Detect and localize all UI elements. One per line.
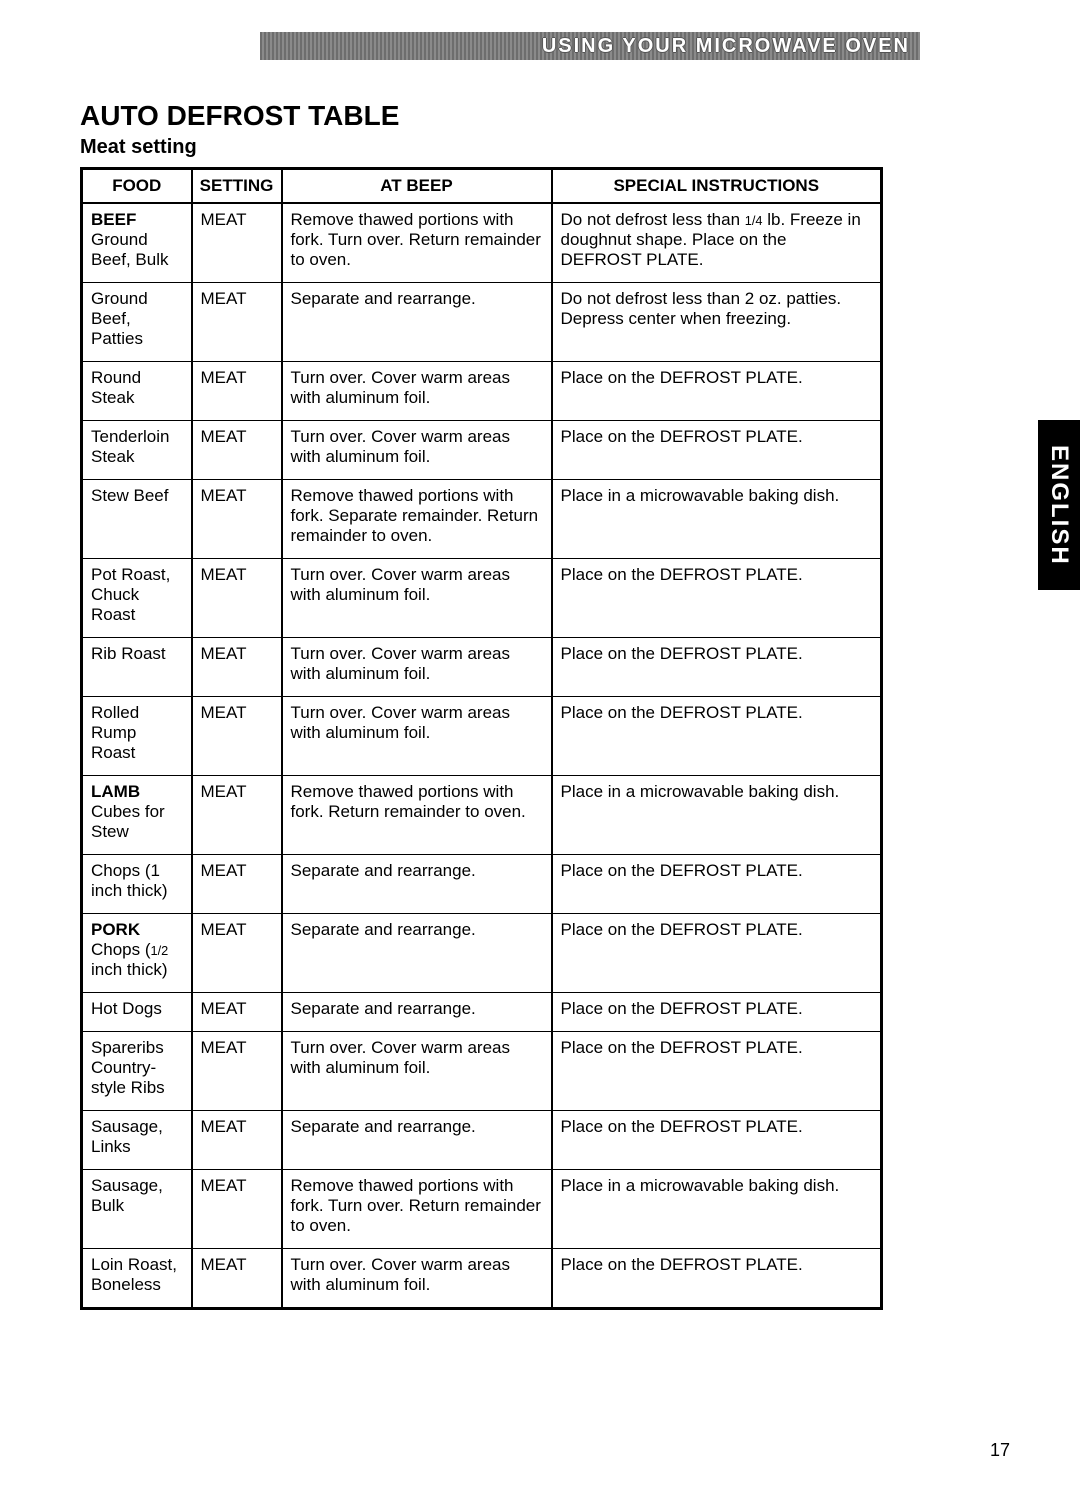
table-row: Rib RoastMEATTurn over. Cover warm areas… bbox=[82, 638, 882, 697]
cell-setting: MEAT bbox=[192, 1249, 282, 1309]
table-row: Hot DogsMEATSeparate and rearrange.Place… bbox=[82, 993, 882, 1032]
cell-food: Spareribs Country-style Ribs bbox=[82, 1032, 192, 1111]
cell-food: PORKChops (1/2 inch thick) bbox=[82, 914, 192, 993]
table-row: Pot Roast, Chuck RoastMEATTurn over. Cov… bbox=[82, 559, 882, 638]
cell-setting: MEAT bbox=[192, 203, 282, 283]
page: USING YOUR MICROWAVE OVEN ENGLISH AUTO D… bbox=[0, 0, 1080, 1489]
cell-setting: MEAT bbox=[192, 993, 282, 1032]
cell-food: Ground Beef, Patties bbox=[82, 283, 192, 362]
cell-instructions: Place in a microwavable baking dish. bbox=[552, 1170, 882, 1249]
cell-at-beep: Separate and rearrange. bbox=[282, 914, 552, 993]
cell-setting: MEAT bbox=[192, 776, 282, 855]
table-row: Ground Beef, PattiesMEATSeparate and rea… bbox=[82, 283, 882, 362]
language-tab: ENGLISH bbox=[1038, 420, 1080, 590]
table-row: Stew BeefMEATRemove thawed portions with… bbox=[82, 480, 882, 559]
cell-setting: MEAT bbox=[192, 1170, 282, 1249]
cell-setting: MEAT bbox=[192, 914, 282, 993]
cell-instructions: Place on the DEFROST PLATE. bbox=[552, 1032, 882, 1111]
defrost-table: FOOD SETTING AT BEEP SPECIAL INSTRUCTION… bbox=[80, 167, 883, 1310]
page-title: AUTO DEFROST TABLE bbox=[80, 100, 1020, 132]
cell-food: Rib Roast bbox=[82, 638, 192, 697]
section-header-text: USING YOUR MICROWAVE OVEN bbox=[542, 35, 910, 58]
cell-instructions: Place on the DEFROST PLATE. bbox=[552, 855, 882, 914]
cell-food: Rolled Rump Roast bbox=[82, 697, 192, 776]
cell-at-beep: Separate and rearrange. bbox=[282, 1111, 552, 1170]
cell-instructions: Place on the DEFROST PLATE. bbox=[552, 638, 882, 697]
table-row: LAMBCubes for StewMEATRemove thawed port… bbox=[82, 776, 882, 855]
cell-at-beep: Turn over. Cover warm areas with aluminu… bbox=[282, 697, 552, 776]
section-header-bar: USING YOUR MICROWAVE OVEN bbox=[260, 32, 920, 60]
cell-at-beep: Turn over. Cover warm areas with aluminu… bbox=[282, 559, 552, 638]
table-row: PORKChops (1/2 inch thick)MEATSeparate a… bbox=[82, 914, 882, 993]
cell-food: Tenderloin Steak bbox=[82, 421, 192, 480]
col-instr: SPECIAL INSTRUCTIONS bbox=[552, 169, 882, 204]
table-row: BEEFGround Beef, BulkMEATRemove thawed p… bbox=[82, 203, 882, 283]
cell-setting: MEAT bbox=[192, 480, 282, 559]
table-row: Loin Roast, BonelessMEATTurn over. Cover… bbox=[82, 1249, 882, 1309]
cell-instructions: Place on the DEFROST PLATE. bbox=[552, 421, 882, 480]
col-setting: SETTING bbox=[192, 169, 282, 204]
cell-setting: MEAT bbox=[192, 1111, 282, 1170]
cell-setting: MEAT bbox=[192, 421, 282, 480]
cell-setting: MEAT bbox=[192, 283, 282, 362]
cell-instructions: Do not defrost less than 1/4 lb. Freeze … bbox=[552, 203, 882, 283]
cell-at-beep: Turn over. Cover warm areas with aluminu… bbox=[282, 638, 552, 697]
cell-setting: MEAT bbox=[192, 638, 282, 697]
cell-food: Stew Beef bbox=[82, 480, 192, 559]
table-row: Round SteakMEATTurn over. Cover warm are… bbox=[82, 362, 882, 421]
cell-instructions: Place on the DEFROST PLATE. bbox=[552, 914, 882, 993]
cell-instructions: Do not defrost less than 2 oz. patties. … bbox=[552, 283, 882, 362]
cell-food: Pot Roast, Chuck Roast bbox=[82, 559, 192, 638]
cell-food: Loin Roast, Boneless bbox=[82, 1249, 192, 1309]
table-row: Sausage, LinksMEATSeparate and rearrange… bbox=[82, 1111, 882, 1170]
table-head: FOOD SETTING AT BEEP SPECIAL INSTRUCTION… bbox=[82, 169, 882, 204]
col-food: FOOD bbox=[82, 169, 192, 204]
cell-instructions: Place on the DEFROST PLATE. bbox=[552, 1249, 882, 1309]
cell-at-beep: Turn over. Cover warm areas with aluminu… bbox=[282, 1032, 552, 1111]
cell-instructions: Place on the DEFROST PLATE. bbox=[552, 362, 882, 421]
cell-food: BEEFGround Beef, Bulk bbox=[82, 203, 192, 283]
table-row: Spareribs Country-style RibsMEATTurn ove… bbox=[82, 1032, 882, 1111]
cell-food: Round Steak bbox=[82, 362, 192, 421]
cell-food: Sausage, Bulk bbox=[82, 1170, 192, 1249]
cell-at-beep: Separate and rearrange. bbox=[282, 993, 552, 1032]
table-row: Tenderloin SteakMEATTurn over. Cover war… bbox=[82, 421, 882, 480]
cell-setting: MEAT bbox=[192, 697, 282, 776]
language-tab-label: ENGLISH bbox=[1045, 445, 1073, 566]
cell-food: Hot Dogs bbox=[82, 993, 192, 1032]
cell-instructions: Place on the DEFROST PLATE. bbox=[552, 697, 882, 776]
table-row: Rolled Rump RoastMEATTurn over. Cover wa… bbox=[82, 697, 882, 776]
cell-instructions: Place in a microwavable baking dish. bbox=[552, 480, 882, 559]
cell-instructions: Place on the DEFROST PLATE. bbox=[552, 993, 882, 1032]
cell-food: Chops (1 inch thick) bbox=[82, 855, 192, 914]
cell-setting: MEAT bbox=[192, 559, 282, 638]
cell-at-beep: Separate and rearrange. bbox=[282, 855, 552, 914]
table-row: Sausage, BulkMEATRemove thawed portions … bbox=[82, 1170, 882, 1249]
col-beep: AT BEEP bbox=[282, 169, 552, 204]
cell-food: LAMBCubes for Stew bbox=[82, 776, 192, 855]
cell-at-beep: Turn over. Cover warm areas with aluminu… bbox=[282, 421, 552, 480]
cell-at-beep: Remove thawed portions with fork. Separa… bbox=[282, 480, 552, 559]
cell-at-beep: Turn over. Cover warm areas with aluminu… bbox=[282, 1249, 552, 1309]
cell-at-beep: Turn over. Cover warm areas with aluminu… bbox=[282, 362, 552, 421]
cell-setting: MEAT bbox=[192, 855, 282, 914]
cell-instructions: Place on the DEFROST PLATE. bbox=[552, 559, 882, 638]
table-row: Chops (1 inch thick)MEATSeparate and rea… bbox=[82, 855, 882, 914]
page-number: 17 bbox=[990, 1440, 1010, 1461]
cell-setting: MEAT bbox=[192, 362, 282, 421]
cell-instructions: Place on the DEFROST PLATE. bbox=[552, 1111, 882, 1170]
cell-instructions: Place in a microwavable baking dish. bbox=[552, 776, 882, 855]
cell-at-beep: Remove thawed portions with fork. Return… bbox=[282, 776, 552, 855]
cell-at-beep: Remove thawed portions with fork. Turn o… bbox=[282, 203, 552, 283]
cell-food: Sausage, Links bbox=[82, 1111, 192, 1170]
cell-at-beep: Separate and rearrange. bbox=[282, 283, 552, 362]
page-subtitle: Meat setting bbox=[80, 136, 1020, 159]
cell-at-beep: Remove thawed portions with fork. Turn o… bbox=[282, 1170, 552, 1249]
cell-setting: MEAT bbox=[192, 1032, 282, 1111]
table-body: BEEFGround Beef, BulkMEATRemove thawed p… bbox=[82, 203, 882, 1309]
